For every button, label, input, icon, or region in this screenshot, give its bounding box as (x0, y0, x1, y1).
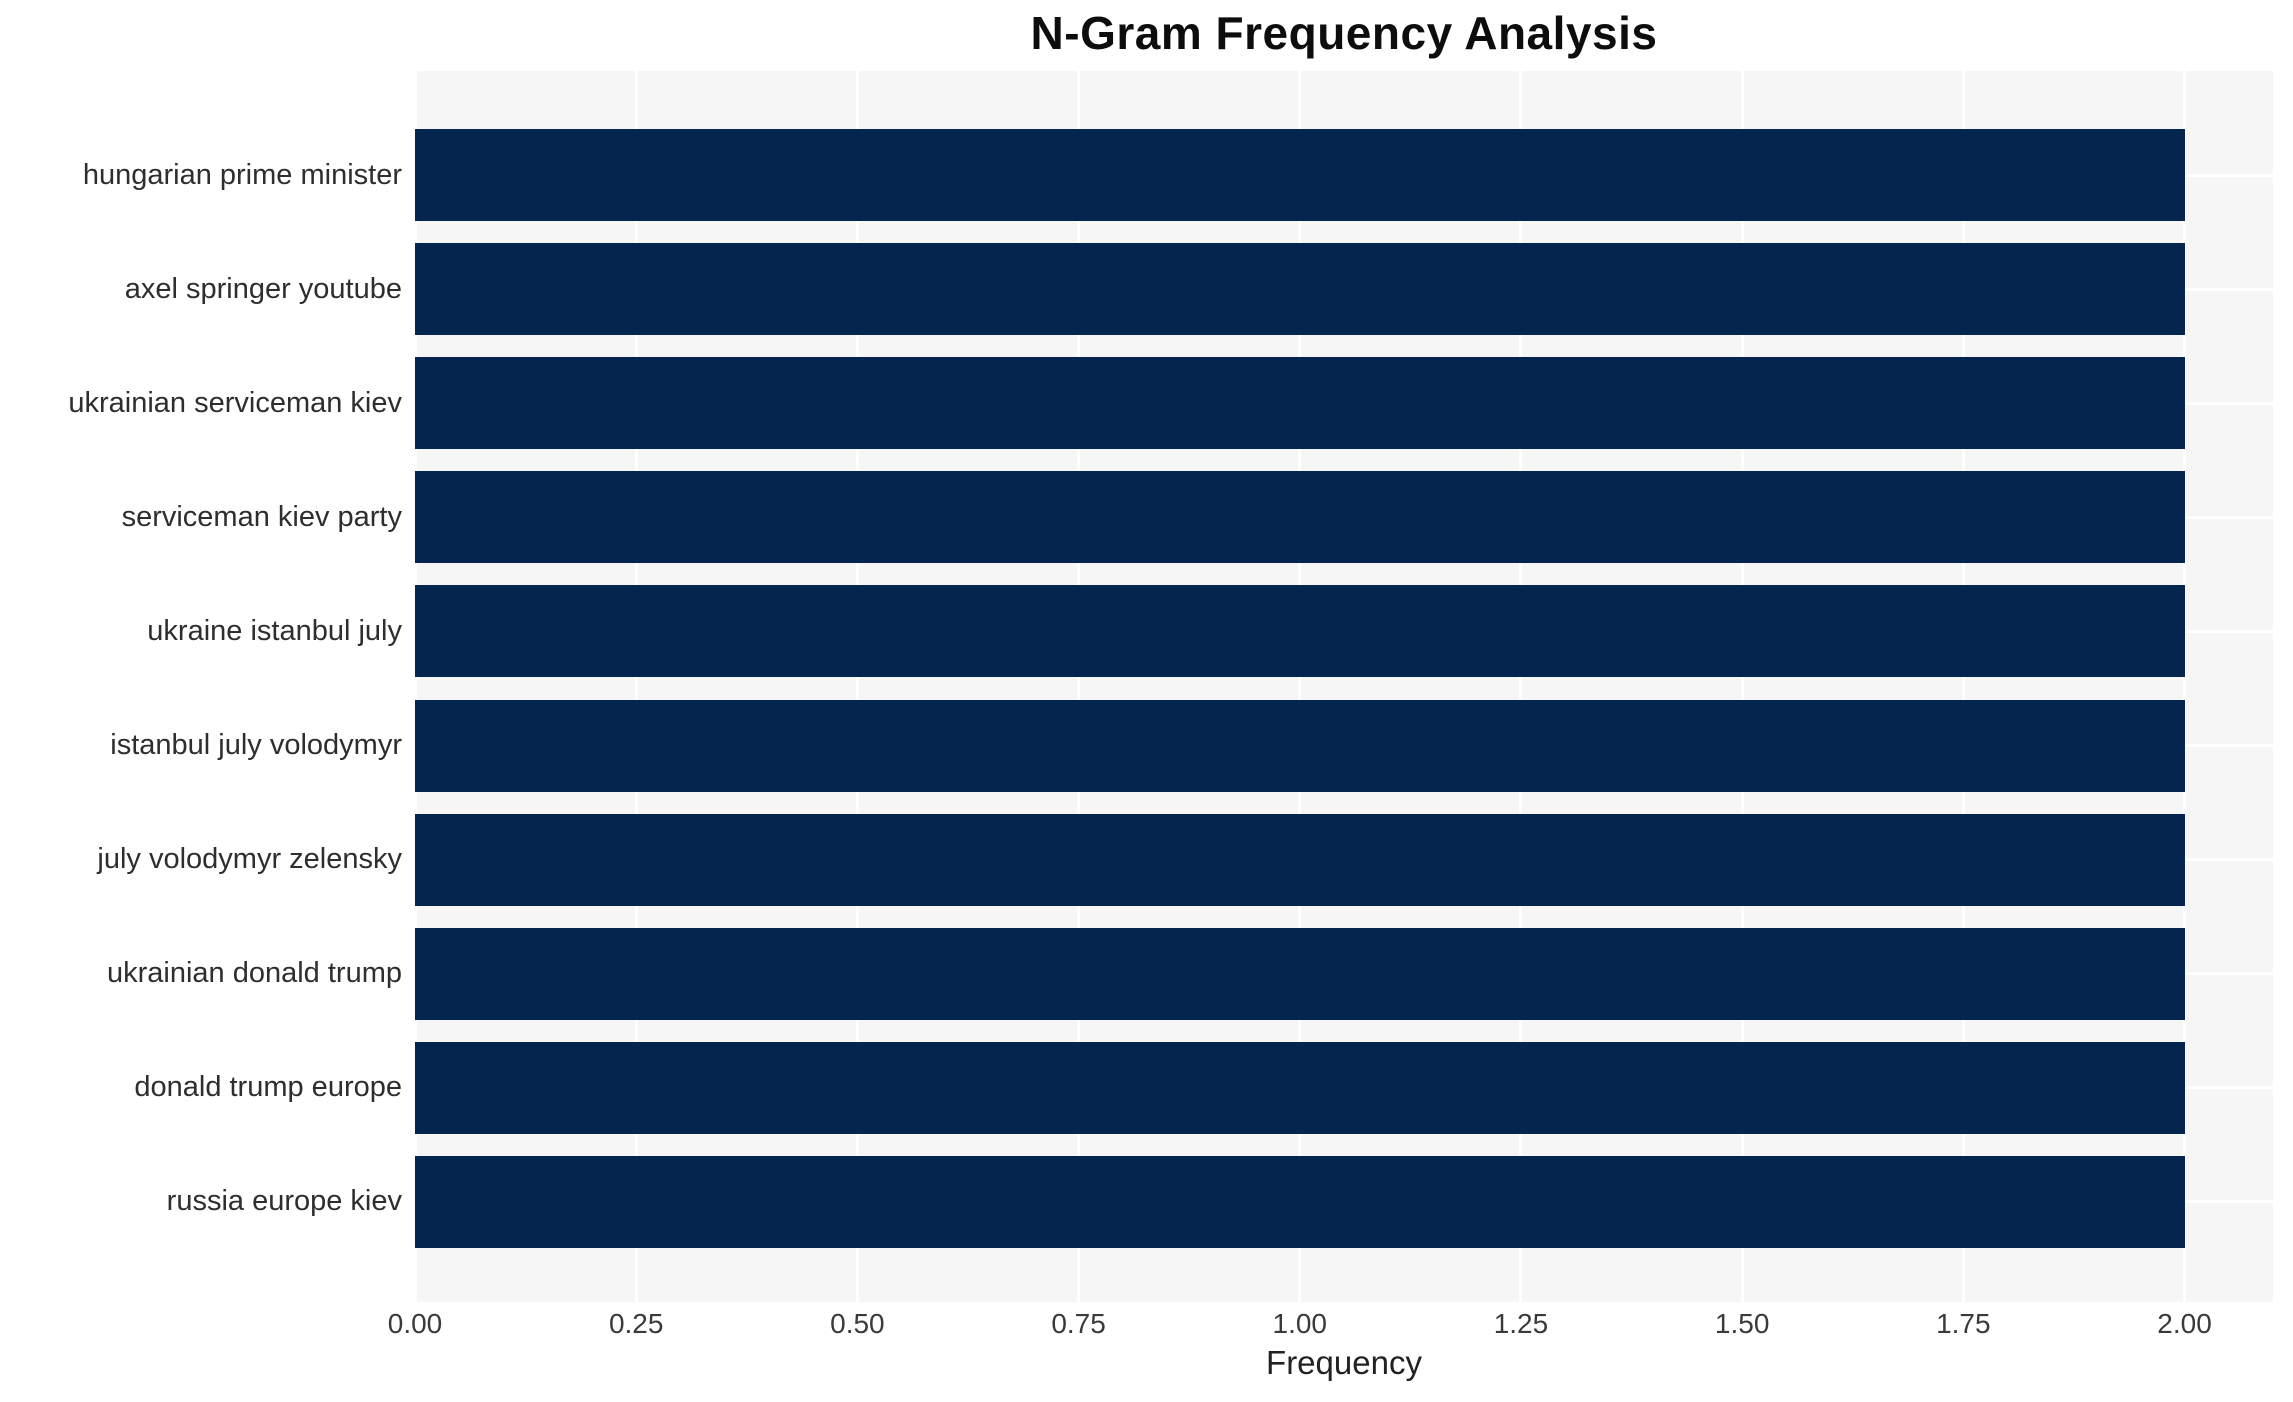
v-gridline (1298, 71, 1302, 1302)
v-gridline (1740, 71, 1744, 1302)
x-tick-label: 2.00 (2157, 1308, 2212, 1339)
frequency-bar (415, 243, 2185, 336)
bar-row: ukrainian serviceman kiev (0, 346, 2293, 460)
y-tick-label: july volodymyr zelensky (97, 843, 402, 876)
x-tick-label: 0.50 (830, 1308, 885, 1339)
bar-row: serviceman kiev party (0, 460, 2293, 574)
y-tick-label: axel springer youtube (124, 272, 402, 305)
chart-title: N-Gram Frequency Analysis (1030, 7, 1658, 59)
bar-row: july volodymyr zelensky (0, 803, 2293, 917)
bar-row: ukrainian donald trump (0, 917, 2293, 1031)
bar-row: donald trump europe (0, 1031, 2293, 1145)
frequency-bar (415, 357, 2185, 450)
x-tick-label: 0.25 (608, 1308, 664, 1339)
v-gridline (634, 71, 638, 1302)
frequency-bar (415, 1155, 2185, 1248)
y-tick-label: ukrainian donald trump (106, 957, 402, 990)
x-tick-label: 1.75 (1936, 1308, 1991, 1339)
frequency-bar (415, 699, 2185, 792)
y-tick-label: ukraine istanbul july (147, 614, 402, 647)
frequency-bar (415, 585, 2185, 678)
y-tick-label: russia europe kiev (166, 1185, 402, 1218)
v-gridline (415, 71, 417, 1302)
bar-row: ukraine istanbul july (0, 574, 2293, 688)
x-tick-label: 0.00 (387, 1308, 443, 1339)
frequency-bar (415, 1041, 2185, 1134)
bar-row: istanbul july volodymyr (0, 688, 2293, 802)
y-tick-label: serviceman kiev party (121, 500, 402, 533)
frequency-bar (415, 813, 2185, 906)
v-gridline (2183, 71, 2187, 1302)
bar-row: hungarian prime minister (0, 118, 2293, 232)
y-tick-label: hungarian prime minister (82, 158, 402, 191)
v-gridline (1519, 71, 1523, 1302)
x-tick-label: 0.75 (1051, 1308, 1106, 1339)
bar-row: axel springer youtube (0, 232, 2293, 346)
x-tick-label: 1.50 (1714, 1308, 1770, 1339)
y-tick-label: donald trump europe (134, 1071, 402, 1104)
frequency-bar (415, 471, 2185, 564)
x-tick-label: 1.25 (1493, 1308, 1549, 1339)
bar-rows-layer: hungarian prime minister axel springer yo… (0, 71, 2293, 1302)
x-axis-label: Frequency (1266, 1344, 1422, 1381)
v-gridline (1961, 71, 1965, 1302)
v-gridline (855, 71, 859, 1302)
x-tick-label: 1.00 (1272, 1308, 1328, 1339)
frequency-bar (415, 129, 2185, 222)
bar-row: russia europe kiev (0, 1145, 2293, 1259)
frequency-bar (415, 927, 2185, 1020)
v-gridline (1077, 71, 1081, 1302)
y-tick-label: istanbul july volodymyr (110, 729, 402, 762)
y-tick-label: ukrainian serviceman kiev (68, 386, 402, 419)
